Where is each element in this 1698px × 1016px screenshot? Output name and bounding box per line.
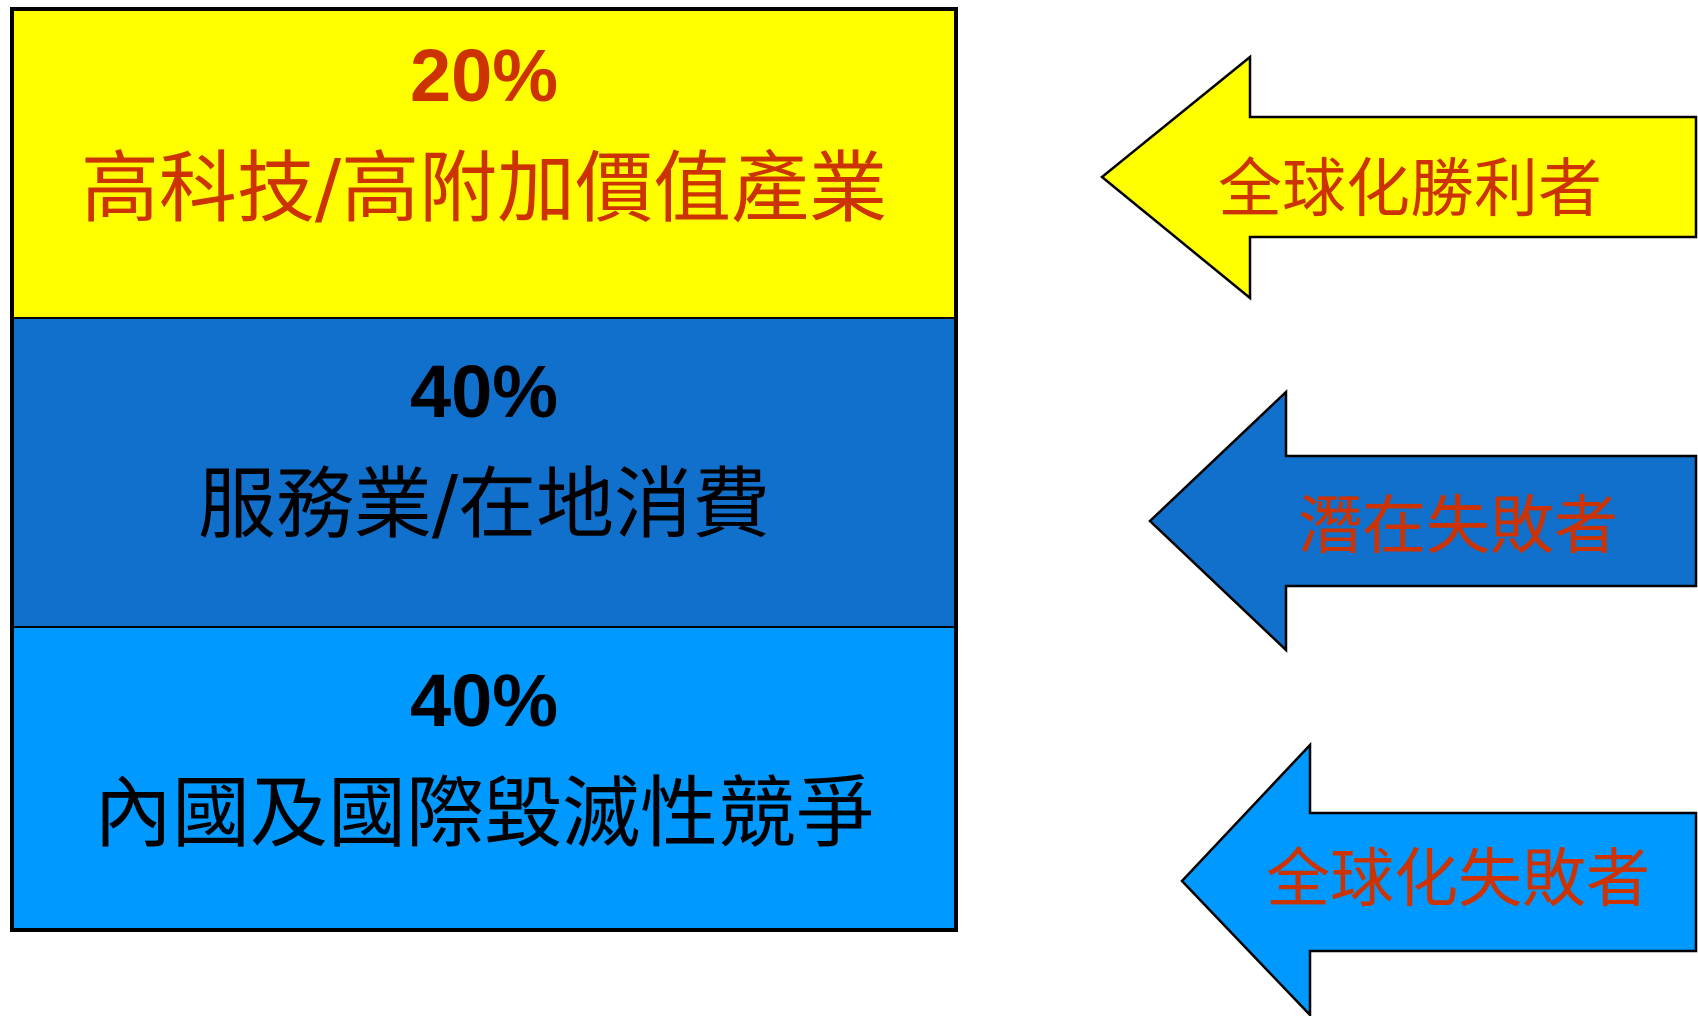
left-arrow-icon bbox=[1100, 54, 1698, 301]
tier-label: 服務業/在地消費 bbox=[197, 460, 771, 550]
left-arrow-icon bbox=[1180, 741, 1698, 1016]
tier-percent: 20% bbox=[409, 34, 559, 117]
arrow-label-winners: 全球化勝利者 bbox=[1218, 153, 1602, 227]
tier-services: 40% 服務業/在地消費 bbox=[14, 319, 954, 628]
arrow-label-losers: 全球化失敗者 bbox=[1266, 843, 1650, 917]
arrow-label-potential-losers: 潛在失敗者 bbox=[1298, 490, 1618, 564]
tier-percent: 40% bbox=[409, 350, 559, 433]
tier-high-tech: 20% 高科技/高附加價值產業 bbox=[14, 11, 954, 319]
tier-label: 內國及國際毀滅性競爭 bbox=[93, 769, 874, 859]
tier-competition: 40% 內國及國際毀滅性競爭 bbox=[14, 628, 954, 928]
tier-stack: 20% 高科技/高附加價值產業 40% 服務業/在地消費 40% 內國及國際毀滅… bbox=[10, 7, 958, 932]
left-arrow-icon bbox=[1148, 389, 1698, 653]
tier-label: 高科技/高附加價值產業 bbox=[80, 144, 888, 234]
tier-percent: 40% bbox=[409, 659, 559, 742]
